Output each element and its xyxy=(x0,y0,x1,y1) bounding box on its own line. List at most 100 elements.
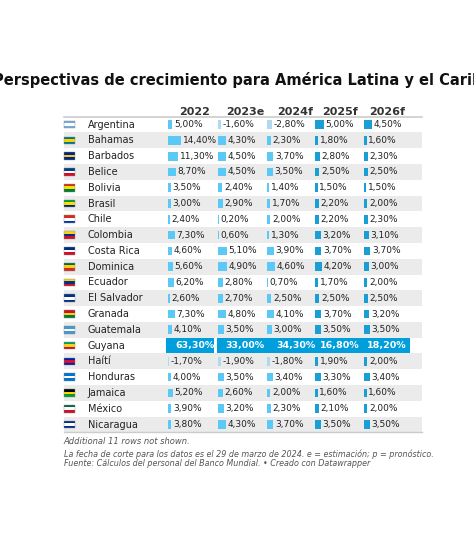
Bar xyxy=(267,215,271,223)
Bar xyxy=(64,357,75,365)
Text: Haítí: Haítí xyxy=(88,356,110,366)
Bar xyxy=(364,120,372,129)
Text: Nicaragua: Nicaragua xyxy=(88,419,138,429)
Bar xyxy=(166,339,214,352)
Text: 2,90%: 2,90% xyxy=(225,199,253,208)
Bar xyxy=(64,265,75,268)
Text: 2,10%: 2,10% xyxy=(320,404,349,413)
Bar xyxy=(315,183,318,192)
Bar xyxy=(64,164,422,180)
Bar xyxy=(315,326,321,334)
Text: -1,70%: -1,70% xyxy=(171,357,203,366)
Text: 2,20%: 2,20% xyxy=(320,199,349,208)
Bar xyxy=(315,278,318,287)
Text: Dominica: Dominica xyxy=(88,262,134,272)
Bar xyxy=(168,247,172,255)
Text: 16,80%: 16,80% xyxy=(320,341,360,350)
Bar xyxy=(364,420,370,429)
Text: 3,50%: 3,50% xyxy=(323,326,351,334)
Text: 4,50%: 4,50% xyxy=(228,152,256,161)
Bar xyxy=(64,132,422,148)
Bar xyxy=(265,339,313,352)
Bar xyxy=(64,315,75,318)
Bar xyxy=(168,183,171,192)
Bar xyxy=(64,189,75,192)
Text: -2,80%: -2,80% xyxy=(273,120,305,129)
Text: 2,60%: 2,60% xyxy=(224,389,253,397)
Text: Argentina: Argentina xyxy=(88,120,136,130)
Text: 3,50%: 3,50% xyxy=(323,420,351,429)
Text: Jamaica: Jamaica xyxy=(88,388,127,398)
Text: 1,60%: 1,60% xyxy=(368,389,397,397)
Bar xyxy=(218,231,219,239)
Bar xyxy=(218,294,223,302)
Bar xyxy=(364,294,368,302)
Text: 8,70%: 8,70% xyxy=(177,167,206,176)
Text: 5,00%: 5,00% xyxy=(174,120,202,129)
Bar xyxy=(315,167,319,176)
Bar xyxy=(267,120,272,129)
Text: 3,20%: 3,20% xyxy=(225,404,254,413)
Bar xyxy=(64,137,75,144)
Bar xyxy=(64,142,75,144)
Text: 5,60%: 5,60% xyxy=(174,262,203,271)
Bar xyxy=(64,394,75,397)
Bar xyxy=(64,407,75,410)
Text: 2,20%: 2,20% xyxy=(320,215,349,224)
Text: 14,40%: 14,40% xyxy=(182,136,217,145)
Text: 4,20%: 4,20% xyxy=(324,262,352,271)
Bar xyxy=(364,167,368,176)
Bar xyxy=(364,310,369,318)
Bar xyxy=(267,262,275,271)
Bar xyxy=(64,426,75,428)
Bar xyxy=(64,421,75,428)
Bar xyxy=(64,322,422,338)
Text: 7,30%: 7,30% xyxy=(176,231,205,239)
Bar xyxy=(64,259,422,274)
Text: 2,00%: 2,00% xyxy=(369,357,397,366)
Bar xyxy=(64,184,75,187)
Text: 3,90%: 3,90% xyxy=(275,247,304,255)
Bar xyxy=(64,313,75,315)
Bar xyxy=(315,120,324,129)
Text: 3,20%: 3,20% xyxy=(371,310,400,318)
Text: 3,20%: 3,20% xyxy=(322,231,351,239)
Text: Additional 11 rows not shown.: Additional 11 rows not shown. xyxy=(64,437,191,446)
Bar xyxy=(267,405,271,413)
Bar xyxy=(218,326,224,334)
Text: 4,90%: 4,90% xyxy=(228,262,257,271)
Text: 3,80%: 3,80% xyxy=(173,420,201,429)
Bar xyxy=(64,139,75,142)
Bar xyxy=(168,389,173,397)
Bar xyxy=(168,373,172,382)
Text: 3,50%: 3,50% xyxy=(173,183,201,192)
Text: Belice: Belice xyxy=(88,167,118,177)
Text: Ecuador: Ecuador xyxy=(88,277,128,288)
Text: 2,30%: 2,30% xyxy=(273,136,301,145)
Bar xyxy=(218,199,223,208)
Text: 4,00%: 4,00% xyxy=(173,373,201,382)
Bar xyxy=(64,215,75,218)
Text: Bahamas: Bahamas xyxy=(88,136,134,145)
Bar xyxy=(64,357,75,360)
Bar xyxy=(364,278,367,287)
Text: 33,00%: 33,00% xyxy=(226,341,265,350)
Bar xyxy=(64,247,75,255)
Bar xyxy=(64,250,75,252)
Text: 3,40%: 3,40% xyxy=(371,373,400,382)
Bar xyxy=(315,262,322,271)
Bar xyxy=(64,124,75,126)
Text: 1,50%: 1,50% xyxy=(319,183,348,192)
Bar xyxy=(267,326,272,334)
Text: 5,20%: 5,20% xyxy=(174,389,203,397)
Bar xyxy=(364,231,369,239)
Text: 1,70%: 1,70% xyxy=(272,199,300,208)
Bar xyxy=(218,247,227,255)
Bar xyxy=(218,405,224,413)
Bar xyxy=(364,373,370,382)
Bar xyxy=(64,173,75,176)
Bar xyxy=(267,136,271,145)
Bar xyxy=(64,373,75,381)
Bar xyxy=(64,423,75,426)
Bar xyxy=(168,294,170,302)
